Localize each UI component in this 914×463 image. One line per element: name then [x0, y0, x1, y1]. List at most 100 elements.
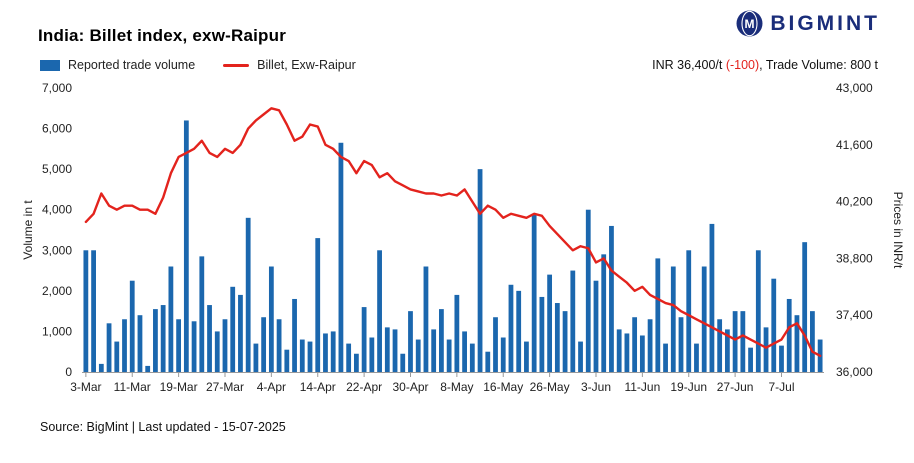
volume-bar [137, 315, 143, 372]
volume-bar [624, 333, 630, 372]
left-axis-tick-label: 4,000 [42, 203, 72, 217]
volume-bar [431, 329, 437, 372]
volume-bar [191, 321, 197, 372]
volume-bar [678, 317, 684, 372]
price-summary-value: INR 36,400/t [652, 58, 726, 72]
volume-bar [353, 353, 359, 372]
volume-bar [176, 319, 182, 372]
volume-bar [578, 341, 583, 372]
volume-bar [771, 278, 777, 372]
right-axis-tick-label: 41,600 [836, 138, 873, 152]
volume-bar [415, 339, 421, 372]
volume-bar [485, 351, 491, 372]
volume-bar [276, 319, 282, 372]
x-axis-tick-label: 14-Apr [300, 380, 336, 394]
volume-bar [477, 169, 483, 372]
volume-bar [810, 311, 815, 372]
volume-bar [609, 225, 614, 372]
right-axis-tick-label: 36,000 [836, 365, 873, 379]
volume-bar [601, 254, 607, 372]
volume-bar [686, 250, 692, 372]
volume-bar [268, 266, 274, 372]
price-line [84, 107, 822, 357]
volume-bar [639, 335, 645, 372]
price-summary-volume: , Trade Volume: 800 t [759, 58, 878, 72]
volume-bar [292, 298, 297, 372]
volume-bar [384, 327, 390, 372]
x-axis-tick-label: 22-Apr [346, 380, 382, 394]
volume-bar [114, 341, 120, 372]
legend-row: Reported trade volume Billet, Exw-Raipur… [0, 46, 914, 72]
right-axis-tick-label: 38,800 [836, 251, 873, 265]
volume-bar [632, 317, 638, 372]
volume-bar [717, 319, 723, 372]
volume-bar [238, 294, 243, 372]
left-axis-tick-label: 3,000 [42, 243, 72, 257]
legend-item-volume: Reported trade volume [40, 58, 195, 72]
volume-bar [647, 319, 653, 372]
volume-bar [83, 250, 89, 372]
x-axis-tick-label: 3-Mar [70, 380, 101, 394]
chart-legend: Reported trade volume Billet, Exw-Raipur [40, 58, 356, 72]
x-axis-tick-label: 8-May [440, 380, 473, 394]
volume-bar [701, 266, 707, 372]
volume-bar [755, 250, 761, 372]
volume-bar [253, 343, 259, 372]
volume-bar [346, 343, 352, 372]
volume-bar [230, 286, 236, 372]
volume-bar [500, 337, 506, 372]
right-axis-tick-label: 37,400 [836, 308, 873, 322]
volume-bar [91, 250, 96, 372]
volume-bar [160, 305, 166, 372]
left-axis-tick-label: 1,000 [42, 324, 72, 338]
volume-bar [222, 319, 228, 372]
x-axis-tick-label: 4-Apr [257, 380, 286, 394]
legend-price-label: Billet, Exw-Raipur [257, 58, 356, 72]
volume-bar [315, 238, 321, 372]
svg-text:M: M [745, 17, 755, 31]
left-axis-tick-label: 6,000 [42, 122, 72, 136]
price-summary: INR 36,400/t (-100), Trade Volume: 800 t [652, 58, 878, 72]
volume-bar [323, 333, 328, 372]
volume-bar [153, 309, 158, 372]
price-change-negative: (-100) [725, 58, 760, 72]
line-swatch-icon [223, 63, 250, 67]
volume-bar [655, 258, 661, 372]
volume-bar [802, 242, 808, 372]
right-axis-title: Prices in INR/t [891, 192, 905, 269]
x-axis-tick-label: 26-May [530, 380, 570, 394]
volume-bar [786, 298, 792, 372]
volume-bar [531, 213, 537, 372]
x-axis-tick-label: 7-Jul [768, 380, 794, 394]
left-axis-tick-label: 5,000 [42, 162, 72, 176]
volume-bar [724, 329, 730, 372]
volume-bar [554, 303, 560, 372]
x-axis-tick-label: 19-Jun [670, 380, 707, 394]
source-note: Source: BigMint | Last updated - 15-07-2… [40, 420, 286, 434]
volume-bar [168, 266, 174, 372]
volume-bar [245, 217, 251, 372]
volume-bars [83, 120, 823, 373]
right-axis-tick-label: 43,000 [836, 82, 873, 95]
x-axis-tick-label: 30-Apr [392, 380, 428, 394]
volume-bar [129, 280, 135, 372]
combo-chart: 0 1,000 2,000 3,000 4,000 5,000 6,000 7,000 36,0… [21, 82, 905, 394]
volume-bar [145, 365, 151, 372]
volume-bar [261, 317, 267, 372]
volume-bar [307, 341, 313, 372]
header: India: Billet index, exw-Raipur M BIGMIN… [0, 0, 914, 46]
volume-bar [207, 305, 212, 372]
left-axis-tick-label: 2,000 [42, 284, 72, 298]
volume-bar [779, 345, 784, 372]
volume-bar [299, 339, 305, 372]
page-title: India: Billet index, exw-Raipur [38, 26, 287, 45]
left-axis-tick-label: 0 [65, 365, 72, 379]
x-axis-tick-label: 27-Mar [206, 380, 244, 394]
volume-bar [439, 309, 444, 372]
volume-bar [748, 347, 753, 372]
volume-bar [794, 315, 800, 372]
volume-bar [199, 256, 205, 372]
legend-item-price: Billet, Exw-Raipur [223, 58, 356, 72]
volume-bar [462, 331, 467, 372]
